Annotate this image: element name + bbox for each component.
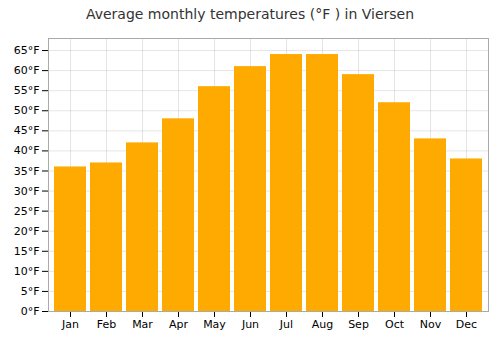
svg-text:25°F: 25°F	[14, 205, 40, 218]
svg-text:50°F: 50°F	[14, 104, 40, 117]
svg-text:20°F: 20°F	[14, 225, 40, 238]
svg-text:Jun: Jun	[241, 318, 259, 331]
svg-text:60°F: 60°F	[14, 64, 40, 77]
svg-text:Sep: Sep	[348, 318, 369, 331]
svg-text:Apr: Apr	[169, 318, 189, 331]
svg-text:55°F: 55°F	[14, 84, 40, 97]
svg-text:30°F: 30°F	[14, 185, 40, 198]
svg-text:0°F: 0°F	[21, 305, 40, 318]
svg-text:Mar: Mar	[132, 318, 153, 331]
svg-text:15°F: 15°F	[14, 245, 40, 258]
svg-text:Aug: Aug	[312, 318, 333, 331]
svg-text:35°F: 35°F	[14, 165, 40, 178]
svg-text:45°F: 45°F	[14, 124, 40, 137]
svg-text:Jan: Jan	[61, 318, 79, 331]
html-text:Average monthly temperatures (: Average monthly temperatures (°F ) in Vi…	[85, 6, 415, 22]
svg-text:40°F: 40°F	[14, 144, 40, 157]
svg-text:10°F: 10°F	[14, 265, 40, 278]
svg-text:Feb: Feb	[97, 318, 116, 331]
svg-text:Dec: Dec	[456, 318, 477, 331]
svg-text:May: May	[203, 318, 226, 331]
svg-text:65°F: 65°F	[14, 44, 40, 57]
svg-text:Jul: Jul	[279, 318, 293, 331]
svg-text:5°F: 5°F	[21, 285, 40, 298]
svg-text:Oct: Oct	[385, 318, 405, 331]
svg-text:Nov: Nov	[420, 318, 442, 331]
